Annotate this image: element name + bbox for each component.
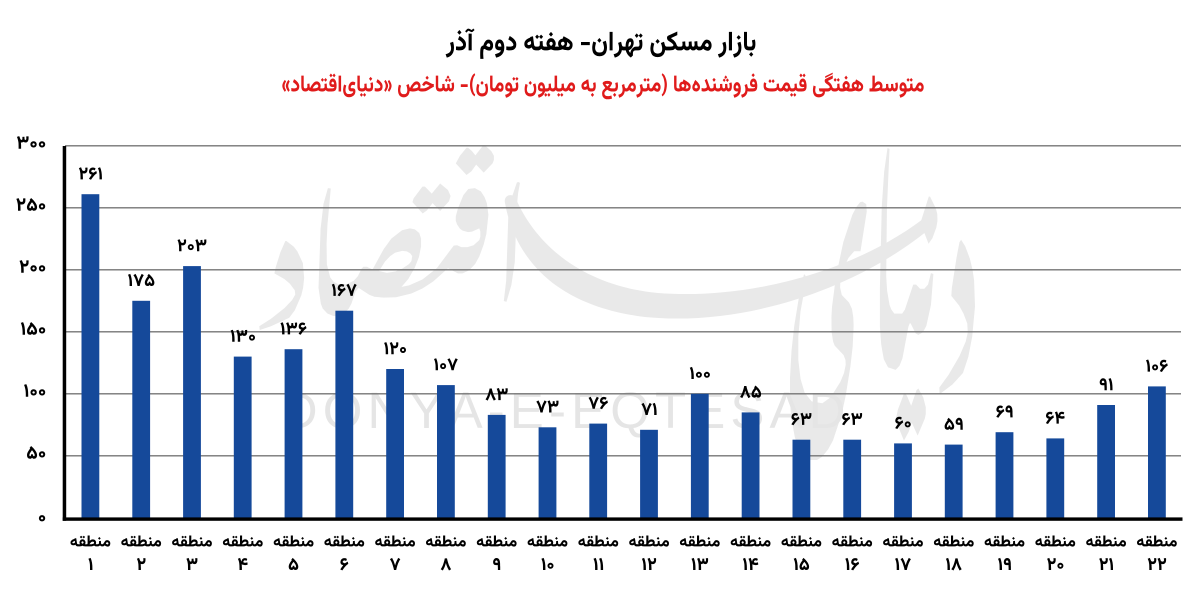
svg-text:DONYA-E-EQTESAD: DONYA-E-EQTESAD xyxy=(281,382,846,439)
